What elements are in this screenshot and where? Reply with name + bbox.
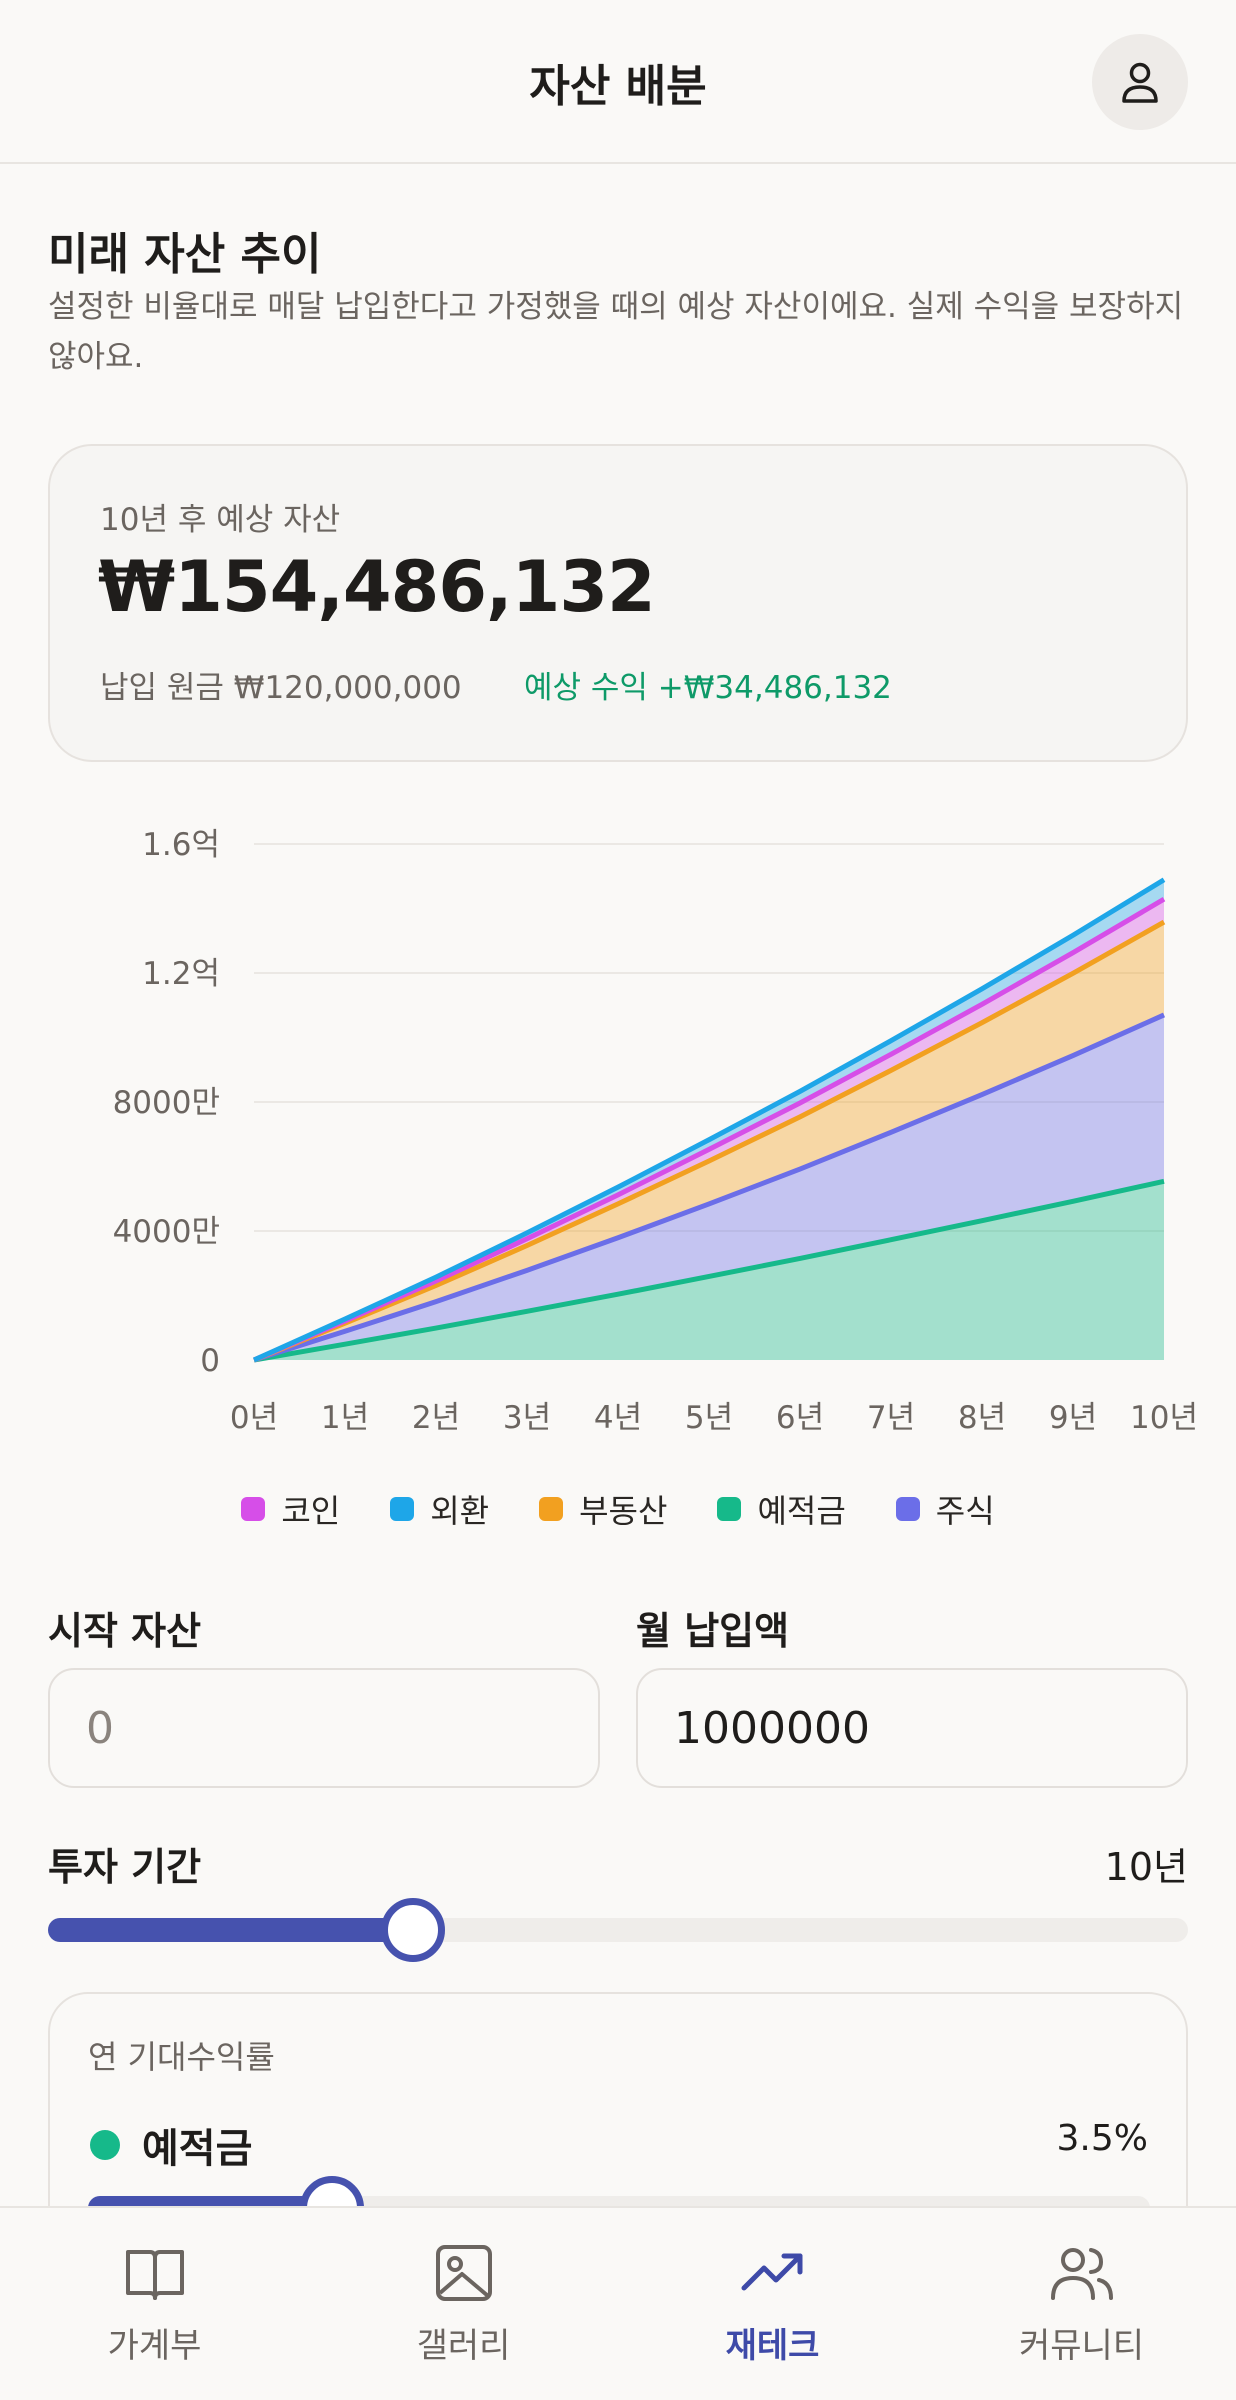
series-line — [253, 1178, 1165, 1363]
profile-button[interactable] — [1092, 34, 1188, 130]
person-icon — [1122, 62, 1158, 103]
x-tick-label: 7년 — [867, 1400, 915, 1436]
book-icon — [125, 2250, 184, 2300]
nav-label: 갤러리 — [416, 2326, 511, 2366]
legend-item: 주식 — [895, 1486, 995, 1532]
nav-item-gallery[interactable]: 갤러리 — [309, 2238, 618, 2367]
users-icon — [1050, 2248, 1113, 2300]
savings-rate-name: 예적금 — [142, 2126, 253, 2172]
investment-period-label: 투자 기간 — [48, 1845, 202, 1889]
x-tick-label: 8년 — [958, 1400, 1006, 1436]
nav-item-household-ledger[interactable]: 가계부 — [0, 2238, 309, 2367]
series-line — [253, 896, 1166, 1363]
legend-label: 주식 — [935, 1492, 995, 1530]
expected-return-title: 연 기대수익률 — [88, 2038, 275, 2076]
legend-swatch — [895, 1497, 920, 1521]
image-icon — [435, 2245, 492, 2301]
nav-item-community[interactable]: 커뮤니티 — [927, 2238, 1236, 2367]
top-app-bar: 자산 배분 — [0, 0, 1236, 164]
x-tick-label: 4년 — [594, 1400, 642, 1436]
monthly-payment-label: 월 납입액 — [636, 1609, 790, 1653]
monthly-payment-input[interactable]: 1000000 — [636, 1668, 1188, 1788]
x-tick-label: 2년 — [412, 1400, 460, 1436]
legend-swatch — [539, 1497, 564, 1521]
section-description: 설정한 비율대로 매달 납입한다고 가정했을 때의 예상 자산이에요. 실제 수… — [48, 289, 1184, 375]
monthly-payment-value: 1000000 — [674, 1702, 870, 1754]
legend-swatch — [390, 1497, 415, 1521]
savings-color-dot — [90, 2130, 120, 2160]
principal-amount: 납입 원금 ₩120,000,000 — [100, 670, 462, 706]
y-tick-label: 0 — [200, 1343, 220, 1379]
series-area — [254, 1181, 1164, 1360]
series-line — [253, 1012, 1166, 1363]
projection-summary-card: 10년 후 예상 자산 ₩154,486,132 납입 원금 ₩120,000,… — [48, 444, 1188, 762]
legend-swatch — [717, 1497, 742, 1521]
projection-label: 10년 후 예상 자산 — [100, 502, 341, 538]
nav-label: 재테크 — [725, 2326, 820, 2366]
legend-item: 예적금 — [717, 1486, 846, 1532]
start-asset-value: 0 — [86, 1702, 114, 1754]
legend-label: 코인 — [281, 1492, 341, 1530]
savings-rate-value: 3.5% — [1056, 2118, 1148, 2159]
start-asset-input[interactable]: 0 — [48, 1668, 600, 1788]
bottom-navigation: 가계부 갤러리 재테크 커뮤니티 — [0, 2206, 1236, 2400]
slider-fill — [48, 1918, 413, 1942]
series-line — [252, 877, 1166, 1363]
chart-legend: 코인 외환 부동산 예적금 주식 — [0, 1484, 1236, 1534]
page-title: 자산 배분 — [529, 61, 707, 112]
trending-up-icon — [741, 2253, 802, 2291]
y-tick-label: 8000만 — [113, 1085, 220, 1121]
x-tick-label: 10년 — [1130, 1400, 1198, 1436]
nav-label: 가계부 — [107, 2326, 202, 2366]
nav-item-investment[interactable]: 재테크 — [618, 2238, 927, 2367]
legend-item: 외환 — [390, 1486, 489, 1532]
y-tick-label: 1.6억 — [142, 827, 220, 863]
legend-label: 외환 — [430, 1492, 490, 1530]
legend-label: 예적금 — [757, 1492, 846, 1530]
x-tick-label: 9년 — [1049, 1400, 1097, 1436]
x-tick-label: 0년 — [230, 1400, 278, 1436]
x-tick-label: 5년 — [685, 1400, 733, 1436]
investment-period-value: 10년 — [1104, 1845, 1188, 1889]
x-tick-label: 3년 — [503, 1400, 551, 1436]
series-line — [253, 919, 1166, 1363]
expected-profit: 예상 수익 +₩34,486,132 — [524, 670, 892, 706]
x-tick-label: 1년 — [321, 1400, 369, 1436]
y-tick-label: 1.2억 — [142, 956, 220, 992]
series-area — [254, 1014, 1164, 1360]
legend-swatch — [241, 1497, 266, 1521]
stacked-area-chart: 0 4000만 8000만 1.2억 1.6억 0년 1년 2년 3년 4년 5년 6년 7년 8년 9년 1… — [113, 827, 1198, 1436]
y-tick-label: 4000만 — [113, 1214, 220, 1250]
start-asset-label: 시작 자산 — [48, 1609, 202, 1653]
investment-period-slider[interactable] — [48, 1898, 1188, 1962]
nav-label: 커뮤니티 — [1018, 2326, 1145, 2366]
projected-asset-value: ₩154,486,132 — [98, 546, 656, 628]
legend-item: 부동산 — [539, 1486, 667, 1532]
legend-item: 코인 — [241, 1486, 340, 1532]
slider-thumb[interactable] — [380, 1898, 445, 1962]
x-tick-label: 6년 — [776, 1400, 824, 1436]
legend-label: 부동산 — [579, 1492, 668, 1530]
asset-projection-chart: 0 4000만 8000만 1.2억 1.6억 0년 1년 2년 3년 4년 5년 6년 7년 8년 9년 1… — [0, 800, 1236, 1440]
section-title: 미래 자산 추이 — [48, 229, 322, 280]
